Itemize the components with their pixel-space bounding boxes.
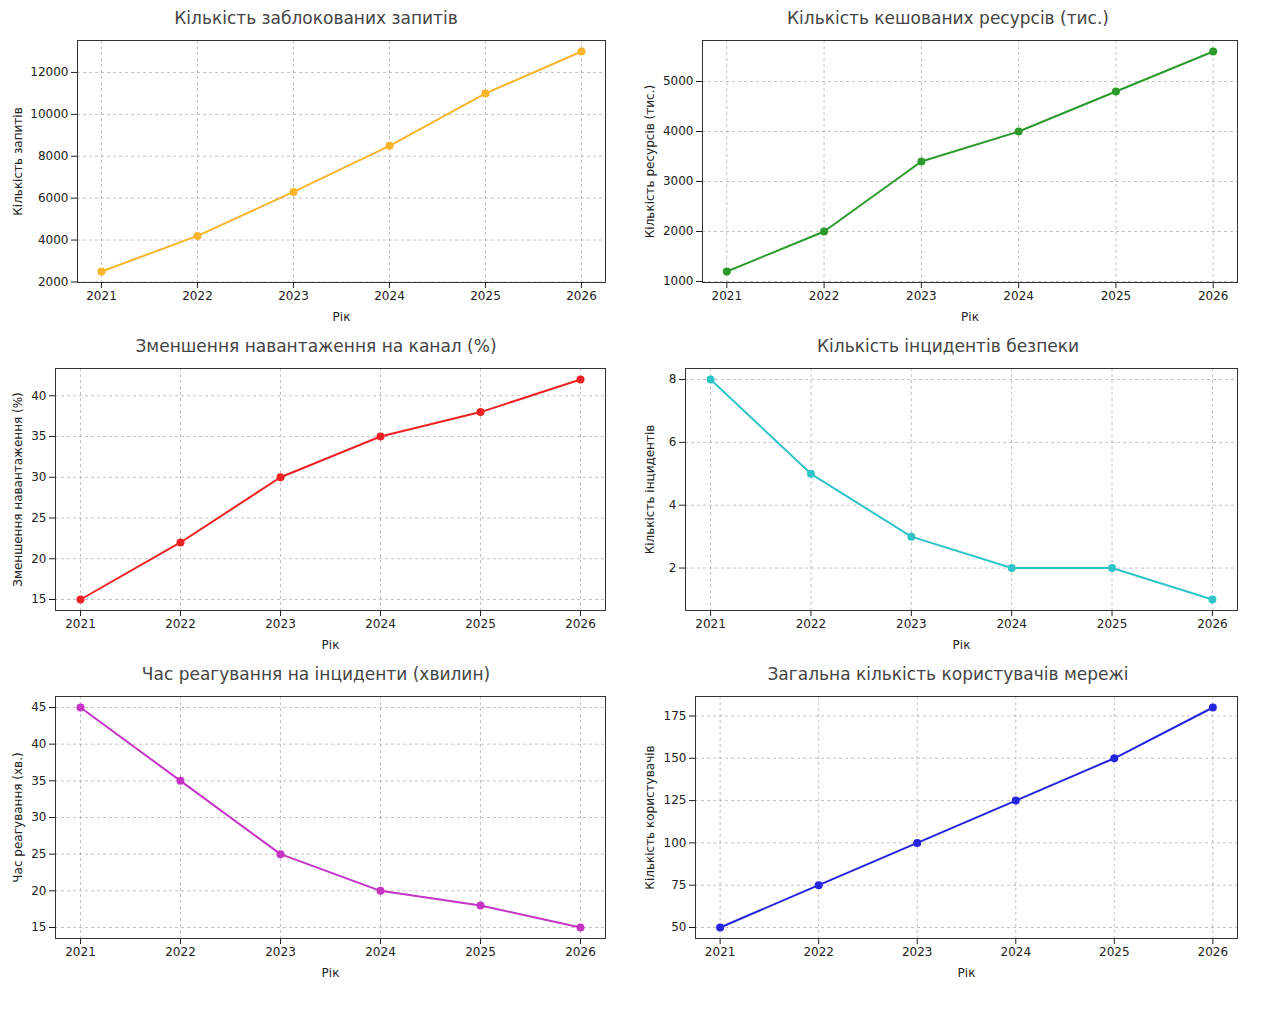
svg-text:Рік: Рік [958, 966, 976, 980]
svg-text:Зменшення навантаження (%): Зменшення навантаження (%) [11, 392, 25, 587]
svg-text:50: 50 [671, 920, 686, 934]
svg-text:12000: 12000 [30, 65, 68, 79]
html-text:Час реагування на інциденти (х: Час реагування на інциденти (хвилин) [141, 664, 491, 684]
svg-text:2026: 2026 [1198, 289, 1229, 303]
svg-text:2025: 2025 [465, 617, 496, 631]
svg-text:Кількість користувачів: Кількість користувачів [643, 745, 657, 889]
svg-text:2024: 2024 [374, 289, 405, 303]
svg-text:Кількість ресурсів (тис.): Кількість ресурсів (тис.) [643, 85, 657, 238]
svg-text:2025: 2025 [1099, 945, 1130, 959]
svg-text:5000: 5000 [663, 74, 694, 88]
svg-text:2023: 2023 [896, 617, 927, 631]
svg-text:2021: 2021 [712, 289, 743, 303]
html-text:Зменшення навантаження на кана: Зменшення навантаження на канал (%) [135, 336, 497, 356]
svg-text:100: 100 [664, 836, 687, 850]
svg-text:4000: 4000 [38, 233, 69, 247]
svg-text:2025: 2025 [465, 945, 496, 959]
svg-text:8: 8 [669, 372, 677, 386]
svg-text:25: 25 [31, 847, 46, 861]
svg-text:Рік: Рік [322, 966, 340, 980]
svg-text:2024: 2024 [1003, 289, 1034, 303]
svg-text:2022: 2022 [165, 617, 196, 631]
svg-text:45: 45 [31, 700, 46, 714]
svg-text:40: 40 [31, 389, 46, 403]
svg-text:2: 2 [669, 561, 677, 575]
svg-text:2026: 2026 [1198, 945, 1229, 959]
svg-text:Кількість інцидентів: Кількість інцидентів [643, 425, 657, 555]
svg-text:15: 15 [31, 920, 46, 934]
svg-text:2025: 2025 [1097, 617, 1128, 631]
svg-text:2023: 2023 [902, 945, 933, 959]
svg-text:8000: 8000 [38, 149, 69, 163]
html-text:Кількість інцидентів безпеки: Кількість інцидентів безпеки [817, 336, 1079, 356]
svg-text:2023: 2023 [906, 289, 937, 303]
svg-text:10000: 10000 [30, 107, 68, 121]
svg-text:2021: 2021 [695, 617, 726, 631]
svg-text:Рік: Рік [953, 638, 971, 652]
svg-text:40: 40 [31, 737, 46, 751]
svg-text:15: 15 [31, 592, 46, 606]
svg-text:2024: 2024 [996, 617, 1027, 631]
svg-text:Рік: Рік [333, 310, 351, 324]
svg-text:1000: 1000 [663, 274, 694, 288]
svg-text:2022: 2022 [809, 289, 840, 303]
svg-text:2021: 2021 [705, 945, 736, 959]
svg-text:2023: 2023 [265, 945, 296, 959]
svg-text:25: 25 [31, 511, 46, 525]
svg-text:2026: 2026 [565, 617, 596, 631]
svg-text:4: 4 [669, 498, 677, 512]
svg-text:2023: 2023 [278, 289, 309, 303]
svg-text:2022: 2022 [796, 617, 827, 631]
svg-text:2024: 2024 [365, 945, 396, 959]
svg-text:2022: 2022 [803, 945, 834, 959]
svg-text:30: 30 [31, 470, 46, 484]
svg-text:Рік: Рік [322, 638, 340, 652]
svg-text:20: 20 [31, 884, 46, 898]
svg-text:2021: 2021 [65, 945, 96, 959]
svg-text:2025: 2025 [1101, 289, 1132, 303]
svg-text:2026: 2026 [566, 289, 597, 303]
svg-text:Кількість запитів: Кількість запитів [11, 107, 25, 215]
svg-text:175: 175 [664, 709, 687, 723]
svg-text:Час реагування (хв.): Час реагування (хв.) [11, 752, 25, 882]
html-text:Кількість кешованих ресурсів (: Кількість кешованих ресурсів (тис.) [787, 8, 1109, 28]
svg-text:2000: 2000 [663, 224, 694, 238]
html-text:Кількість заблокованих запитів: Кількість заблокованих запитів [174, 8, 458, 28]
svg-text:2024: 2024 [1000, 945, 1031, 959]
svg-text:150: 150 [664, 751, 687, 765]
svg-text:2025: 2025 [470, 289, 501, 303]
svg-text:2022: 2022 [165, 945, 196, 959]
svg-text:2000: 2000 [38, 275, 69, 289]
svg-text:30: 30 [31, 810, 46, 824]
svg-text:35: 35 [31, 774, 46, 788]
svg-text:2024: 2024 [365, 617, 396, 631]
svg-text:4000: 4000 [663, 124, 694, 138]
html-text:Загальна кількість користувачі: Загальна кількість користувачів мережі [767, 664, 1129, 684]
svg-text:Рік: Рік [961, 310, 979, 324]
svg-text:2026: 2026 [565, 945, 596, 959]
svg-text:2026: 2026 [1197, 617, 1228, 631]
svg-text:35: 35 [31, 429, 46, 443]
svg-text:3000: 3000 [663, 174, 694, 188]
svg-text:2023: 2023 [265, 617, 296, 631]
svg-text:75: 75 [671, 878, 686, 892]
svg-text:125: 125 [664, 793, 687, 807]
svg-text:6000: 6000 [38, 191, 69, 205]
svg-text:20: 20 [31, 552, 46, 566]
svg-text:2022: 2022 [182, 289, 213, 303]
svg-text:6: 6 [669, 435, 677, 449]
svg-text:2021: 2021 [65, 617, 96, 631]
svg-text:2021: 2021 [86, 289, 117, 303]
